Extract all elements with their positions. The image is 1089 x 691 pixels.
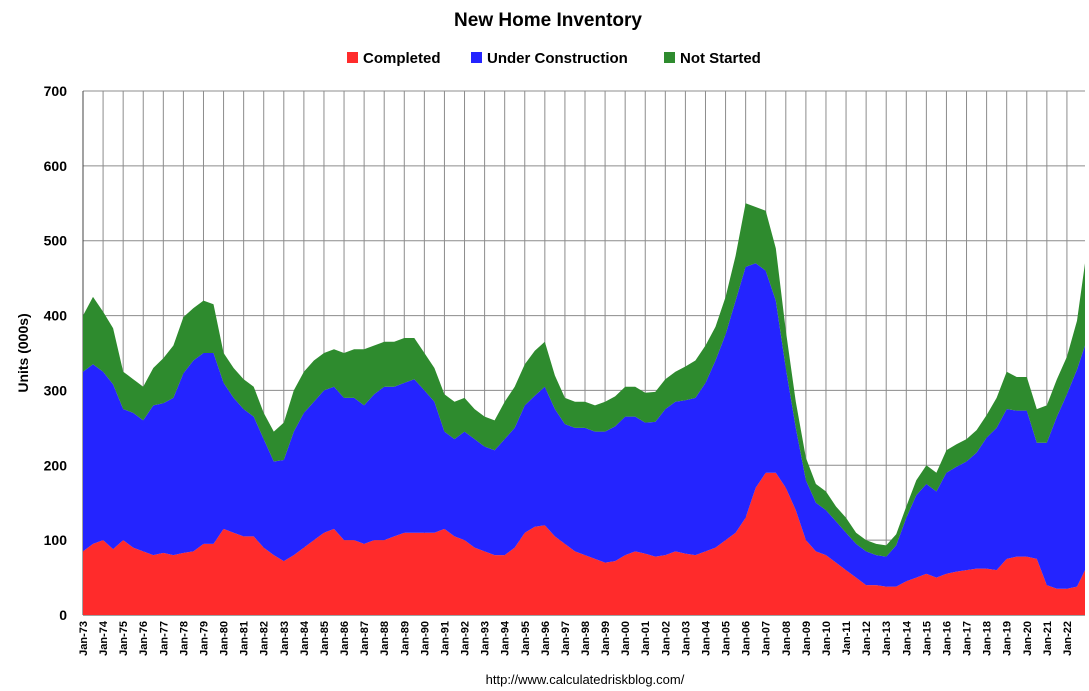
y-tick-label: 500 xyxy=(44,233,68,249)
x-tick-label: Jan-86 xyxy=(339,621,351,656)
x-tick-label: Jan-04 xyxy=(700,620,712,656)
y-tick-label: 300 xyxy=(44,382,68,398)
x-tick-label: Jan-88 xyxy=(379,621,391,656)
x-tick-label: Jan-02 xyxy=(660,621,672,656)
source-text: http://www.calculatedriskblog.com/ xyxy=(486,672,685,687)
x-tick-label: Jan-74 xyxy=(98,620,110,656)
x-tick-label: Jan-83 xyxy=(279,621,291,656)
x-tick-label: Jan-01 xyxy=(640,621,652,656)
y-axis-ticks: 0 100 200 300 400 500 600 700 xyxy=(44,83,68,623)
x-tick-label: Jan-11 xyxy=(841,621,853,655)
x-tick-label: Jan-18 xyxy=(982,621,994,656)
x-tick-label: Jan-94 xyxy=(500,620,512,656)
x-tick-label: Jan-79 xyxy=(198,621,210,656)
x-tick-label: Jan-08 xyxy=(781,621,793,656)
x-tick-label: Jan-16 xyxy=(941,621,953,656)
legend-label-not-started: Not Started xyxy=(680,50,761,67)
x-tick-label: Jan-77 xyxy=(158,621,170,656)
x-tick-label: Jan-87 xyxy=(359,621,371,656)
x-tick-label: Jan-09 xyxy=(801,621,813,656)
x-tick-label: Jan-93 xyxy=(480,621,492,656)
chart-title: New Home Inventory xyxy=(454,10,642,31)
area-series xyxy=(83,203,1085,615)
legend: Completed Under Construction Not Started xyxy=(347,50,761,67)
x-tick-label: Jan-03 xyxy=(680,621,692,656)
x-tick-label: Jan-12 xyxy=(861,621,873,656)
legend-label-under-construction: Under Construction xyxy=(487,50,628,67)
x-tick-label: Jan-05 xyxy=(721,621,733,656)
x-tick-label: Jan-89 xyxy=(399,621,411,656)
legend-swatch-completed xyxy=(347,52,358,63)
x-tick-label: Jan-06 xyxy=(741,621,753,656)
x-tick-label: Jan-75 xyxy=(118,621,130,656)
x-tick-label: Jan-13 xyxy=(881,621,893,656)
y-tick-label: 600 xyxy=(44,158,68,174)
x-tick-label: Jan-07 xyxy=(761,621,773,656)
x-tick-label: Jan-15 xyxy=(921,621,933,656)
x-tick-label: Jan-84 xyxy=(299,620,311,656)
x-tick-label: Jan-17 xyxy=(962,621,974,656)
x-tick-label: Jan-90 xyxy=(419,621,431,656)
legend-swatch-under-construction xyxy=(471,52,482,63)
y-tick-label: 200 xyxy=(44,457,68,473)
x-tick-label: Jan-92 xyxy=(460,621,472,656)
x-tick-label: Jan-85 xyxy=(319,621,331,656)
x-tick-label: Jan-81 xyxy=(239,621,251,656)
y-tick-label: 100 xyxy=(44,532,68,548)
x-tick-label: Jan-96 xyxy=(540,621,552,656)
x-tick-label: Jan-20 xyxy=(1022,621,1034,656)
x-tick-label: Jan-82 xyxy=(259,621,271,656)
x-axis-ticks: Jan-73 Jan-74 Jan-75 Jan-76 Jan-77 Jan-78 Jan-… xyxy=(78,620,1074,656)
x-tick-label: Jan-14 xyxy=(901,620,913,656)
x-tick-label: Jan-80 xyxy=(219,621,231,656)
x-tick-label: Jan-91 xyxy=(439,621,451,656)
y-axis-label: Units (000s) xyxy=(15,313,31,392)
legend-swatch-not-started xyxy=(664,52,675,63)
area-series-under-construction xyxy=(83,263,1085,589)
x-tick-label: Jan-97 xyxy=(560,621,572,656)
area-series-completed xyxy=(83,472,1085,615)
x-tick-label: Jan-00 xyxy=(620,621,632,656)
x-tick-label: Jan-10 xyxy=(821,621,833,656)
x-tick-label: Jan-19 xyxy=(1002,621,1014,656)
x-tick-label: Jan-99 xyxy=(600,621,612,656)
y-tick-label: 0 xyxy=(59,607,67,623)
x-tick-label: Jan-98 xyxy=(580,621,592,656)
legend-label-completed: Completed xyxy=(363,50,441,67)
x-tick-label: Jan-76 xyxy=(138,621,150,656)
x-tick-label: Jan-21 xyxy=(1042,621,1054,656)
x-tick-label: Jan-95 xyxy=(520,621,532,656)
x-tick-label: Jan-78 xyxy=(178,621,190,656)
y-tick-label: 700 xyxy=(44,83,68,99)
x-tick-label: Jan-22 xyxy=(1062,621,1074,656)
y-tick-label: 400 xyxy=(44,308,68,324)
x-tick-label: Jan-73 xyxy=(78,621,90,656)
